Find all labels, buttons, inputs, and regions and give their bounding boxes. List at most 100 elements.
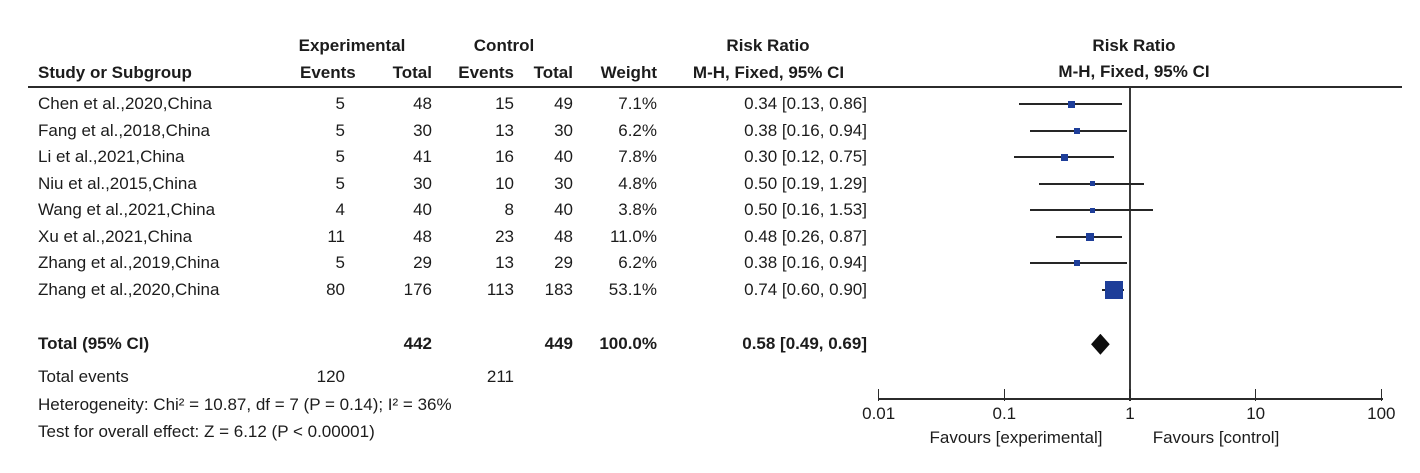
risk-ratio-estimate: 0.48 [0.26, 0.87] — [744, 226, 867, 246]
weight-value: 53.1% — [608, 279, 657, 299]
total-events-control: 211 — [486, 367, 514, 387]
control-events: 13 — [495, 120, 514, 140]
effect-size-square — [1067, 100, 1075, 108]
experimental-total: 48 — [413, 94, 432, 114]
study-name: Fang et al.,2018,China — [38, 120, 211, 140]
header-underline — [28, 86, 1402, 88]
total-row: Total (95% CI) 442 449 100.0% 0.58 [0.49… — [38, 331, 880, 358]
study-name: Zhang et al.,2020,China — [38, 279, 220, 299]
control-total: 48 — [554, 226, 573, 246]
axis-tick — [1003, 389, 1006, 401]
control-total: 183 — [544, 279, 573, 299]
weight-value: 3.8% — [618, 200, 657, 220]
control-total-header: Total — [533, 62, 573, 82]
heterogeneity-text: Heterogeneity: Chi² = 10.87, df = 7 (P =… — [38, 395, 452, 414]
experimental-total: 30 — [413, 120, 432, 140]
total-weight: 100.0% — [599, 334, 657, 354]
control-total: 29 — [554, 253, 573, 273]
risk-ratio-estimate: 0.74 [0.60, 0.90] — [744, 279, 867, 299]
mh-fixed-ci-text-header: M-H, Fixed, 95% CI — [692, 62, 845, 82]
weight-value: 6.2% — [618, 120, 657, 140]
study-name: Xu et al.,2021,China — [38, 226, 193, 246]
weight-value: 4.8% — [618, 173, 657, 193]
total-experimental-total: 442 — [403, 334, 432, 354]
table-row: Zhang et al.,2019,China 5 29 13 29 6.2% 0.38 [… — [38, 250, 880, 277]
favours-right-label: Favours [control] — [1152, 428, 1280, 447]
experimental-events: 11 — [327, 226, 345, 246]
risk-ratio-estimate: 0.30 [0.12, 0.75] — [744, 147, 867, 167]
study-name: Chen et al.,2020,China — [38, 94, 212, 114]
control-events: 23 — [495, 226, 514, 246]
experimental-group-header: Experimental — [298, 36, 406, 55]
control-events-header: Events — [458, 62, 514, 82]
total-events-row: Total events 120 211 — [38, 364, 880, 391]
table-row: Niu et al.,2015,China 5 30 10 30 4.8% 0.50 [0.… — [38, 171, 880, 198]
control-total: 30 — [554, 173, 573, 193]
risk-ratio-estimate: 0.38 [0.16, 0.94] — [744, 253, 867, 273]
axis-tick-label: 0.1 — [992, 404, 1017, 423]
weight-value: 7.8% — [618, 147, 657, 167]
risk-ratio-estimate: 0.34 [0.13, 0.86] — [744, 94, 867, 114]
control-total: 40 — [554, 200, 573, 220]
total-risk-ratio-estimate: 0.58 [0.49, 0.69] — [742, 334, 867, 354]
risk-ratio-text-header: Risk Ratio — [726, 36, 810, 55]
experimental-events: 5 — [335, 173, 345, 193]
study-name: Zhang et al.,2019,China — [38, 253, 220, 273]
experimental-total: 41 — [413, 147, 432, 167]
effect-size-square — [1085, 232, 1094, 241]
effect-size-square — [1104, 280, 1123, 299]
experimental-events: 80 — [326, 279, 345, 299]
table-row: Li et al.,2021,China 5 41 16 40 7.8% 0.30 [0.1… — [38, 144, 880, 171]
axis-tick-label: 1 — [1125, 404, 1135, 423]
experimental-events-header: Events — [300, 62, 356, 82]
risk-ratio-estimate: 0.50 [0.19, 1.29] — [744, 173, 867, 193]
control-total: 40 — [554, 147, 573, 167]
table-row: Xu et al.,2021,China 11 48 23 48 11.0% 0.48 [0… — [38, 224, 880, 251]
axis-tick — [1380, 389, 1383, 401]
table-row: Wang et al.,2021,China 4 40 8 40 3.8% 0.50 [0.… — [38, 197, 880, 224]
axis-tick — [1129, 389, 1131, 401]
mh-fixed-ci-plot-header: M-H, Fixed, 95% CI — [1058, 62, 1210, 81]
experimental-events: 5 — [335, 253, 345, 273]
control-events: 16 — [495, 147, 514, 167]
experimental-total: 30 — [413, 173, 432, 193]
study-rows: Chen et al.,2020,China 5 48 15 49 7.1% 0.34 [0… — [38, 91, 880, 303]
no-effect-line — [1129, 88, 1131, 400]
effect-size-square — [1089, 181, 1095, 187]
table-row: Zhang et al.,2020,China 80 176 113 183 53.1% 0… — [38, 277, 880, 304]
effect-size-square — [1074, 260, 1081, 267]
study-name: Niu et al.,2015,China — [38, 173, 197, 193]
table-row: Fang et al.,2018,China 5 30 13 30 6.2% 0.38 [0… — [38, 118, 880, 145]
axis-tick-label: 10 — [1246, 404, 1266, 423]
effect-size-square — [1060, 153, 1068, 161]
total-diamond — [1091, 333, 1110, 355]
control-total: 30 — [554, 120, 573, 140]
study-name: Wang et al.,2021,China — [38, 200, 216, 220]
study-column-header: Study or Subgroup — [38, 62, 192, 82]
risk-ratio-plot-header: Risk Ratio — [1092, 36, 1176, 55]
weight-value: 7.1% — [618, 94, 657, 114]
control-group-header: Control — [473, 36, 535, 55]
weight-value: 6.2% — [618, 253, 657, 273]
control-events: 8 — [504, 200, 514, 220]
overall-effect-text: Test for overall effect: Z = 6.12 (P < 0… — [38, 422, 375, 441]
experimental-total-header: Total — [392, 62, 432, 82]
experimental-events: 5 — [335, 94, 345, 114]
control-events: 10 — [495, 173, 514, 193]
favours-left-label: Favours [experimental] — [929, 428, 1103, 447]
experimental-events: 4 — [335, 200, 345, 220]
total-events-label: Total events — [38, 367, 129, 387]
total-control-total: 449 — [544, 334, 573, 354]
weight-header: Weight — [600, 62, 657, 82]
control-events: 15 — [495, 94, 514, 114]
axis-tick — [877, 389, 880, 401]
experimental-total: 176 — [403, 279, 432, 299]
axis-tick — [1254, 389, 1257, 401]
total-events-experimental: 120 — [316, 367, 345, 387]
effect-size-square — [1089, 207, 1095, 213]
study-name: Li et al.,2021,China — [38, 147, 185, 167]
control-events: 13 — [495, 253, 514, 273]
experimental-total: 40 — [413, 200, 432, 220]
total-label: Total (95% CI) — [38, 334, 150, 354]
